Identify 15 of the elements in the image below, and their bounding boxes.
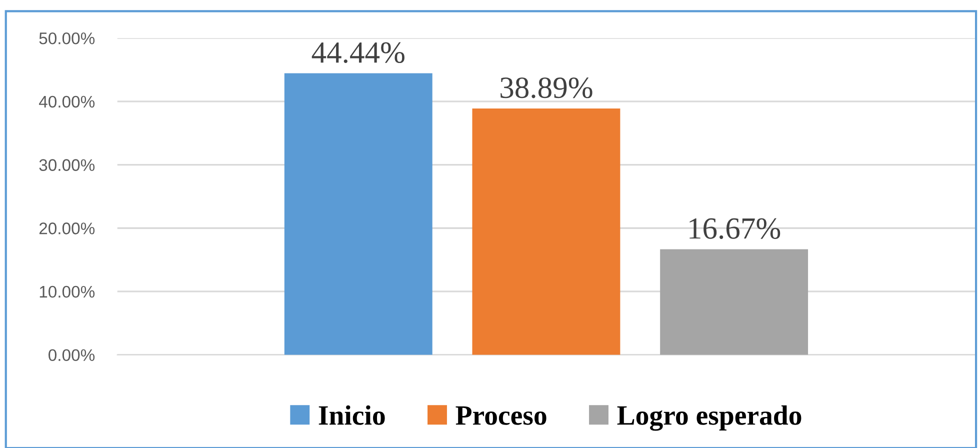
data-label: 16.67% [690,218,780,239]
y-tick-label: 20.00% [39,222,95,234]
data-label: 44.44% [312,42,404,64]
data-label: 38.89% [500,77,592,98]
y-tick-label: 30.00% [39,159,95,171]
bar [284,73,432,355]
y-tick-label: 40.00% [38,96,95,108]
y-tick-label: 0.00% [48,349,95,362]
y-tick-label: 50.00% [39,32,95,44]
legend-label: Proceso [456,406,546,425]
legend-label: Logro esperado [617,405,802,431]
y-tick-label: 10.00% [40,286,95,298]
bar [660,249,808,355]
legend-label: Inicio [318,405,385,425]
bar [472,108,620,355]
